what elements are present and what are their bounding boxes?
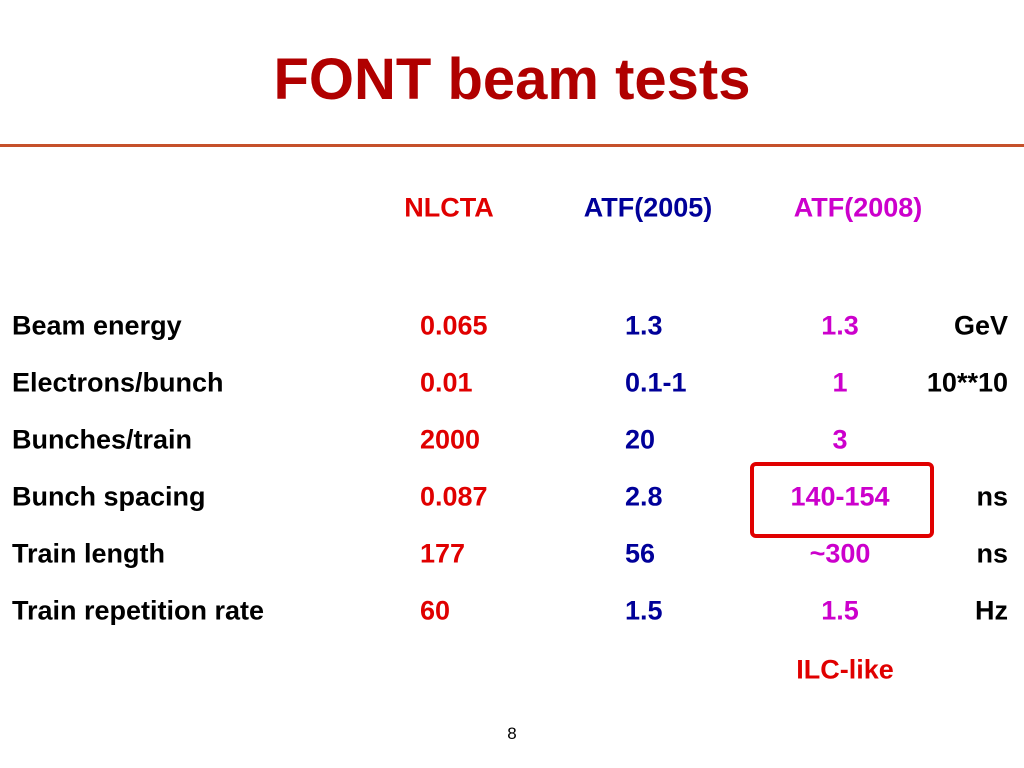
page-number: 8 xyxy=(507,724,517,743)
row-label: Train repetition rate xyxy=(12,595,265,626)
unit: Hz xyxy=(975,595,1008,626)
slide-title: FONT beam tests xyxy=(273,47,751,112)
cell-value: 1.5 xyxy=(821,595,859,626)
cell-value: 140-154 xyxy=(790,481,890,512)
cell-value: 1.3 xyxy=(821,310,859,341)
cell-value: 20 xyxy=(625,424,656,455)
highlight-box xyxy=(750,462,934,538)
column-header: ATF(2005) xyxy=(583,192,713,223)
cell-value: 2000 xyxy=(420,424,481,455)
cell-value: 1.3 xyxy=(625,310,663,341)
cell-value: 177 xyxy=(420,538,466,569)
column-header: NLCTA xyxy=(404,192,494,223)
cell-value: ~300 xyxy=(809,538,871,569)
row-label: Bunch spacing xyxy=(12,481,206,512)
cell-value: 0.065 xyxy=(420,310,488,341)
annotation: ILC-like xyxy=(796,654,894,685)
row-label: Train length xyxy=(12,538,166,569)
cell-value: 2.8 xyxy=(625,481,663,512)
column-header: ATF(2008) xyxy=(793,192,923,223)
cell-value: 0.087 xyxy=(420,481,488,512)
cell-value: 56 xyxy=(625,538,656,569)
row-label: Bunches/train xyxy=(12,424,193,455)
row-label: Beam energy xyxy=(12,310,182,341)
title-rule xyxy=(0,144,1024,147)
row-label: Electrons/bunch xyxy=(12,367,224,398)
cell-value: 1.5 xyxy=(625,595,663,626)
cell-value: 1 xyxy=(832,367,848,398)
cell-value: 0.01 xyxy=(420,367,473,398)
unit: GeV xyxy=(953,310,1008,341)
cell-value: 60 xyxy=(420,595,451,626)
unit: ns xyxy=(976,481,1008,512)
unit: ns xyxy=(976,538,1008,569)
cell-value: 3 xyxy=(832,424,848,455)
unit: 10**10 xyxy=(926,367,1008,398)
cell-value: 0.1-1 xyxy=(625,367,687,398)
